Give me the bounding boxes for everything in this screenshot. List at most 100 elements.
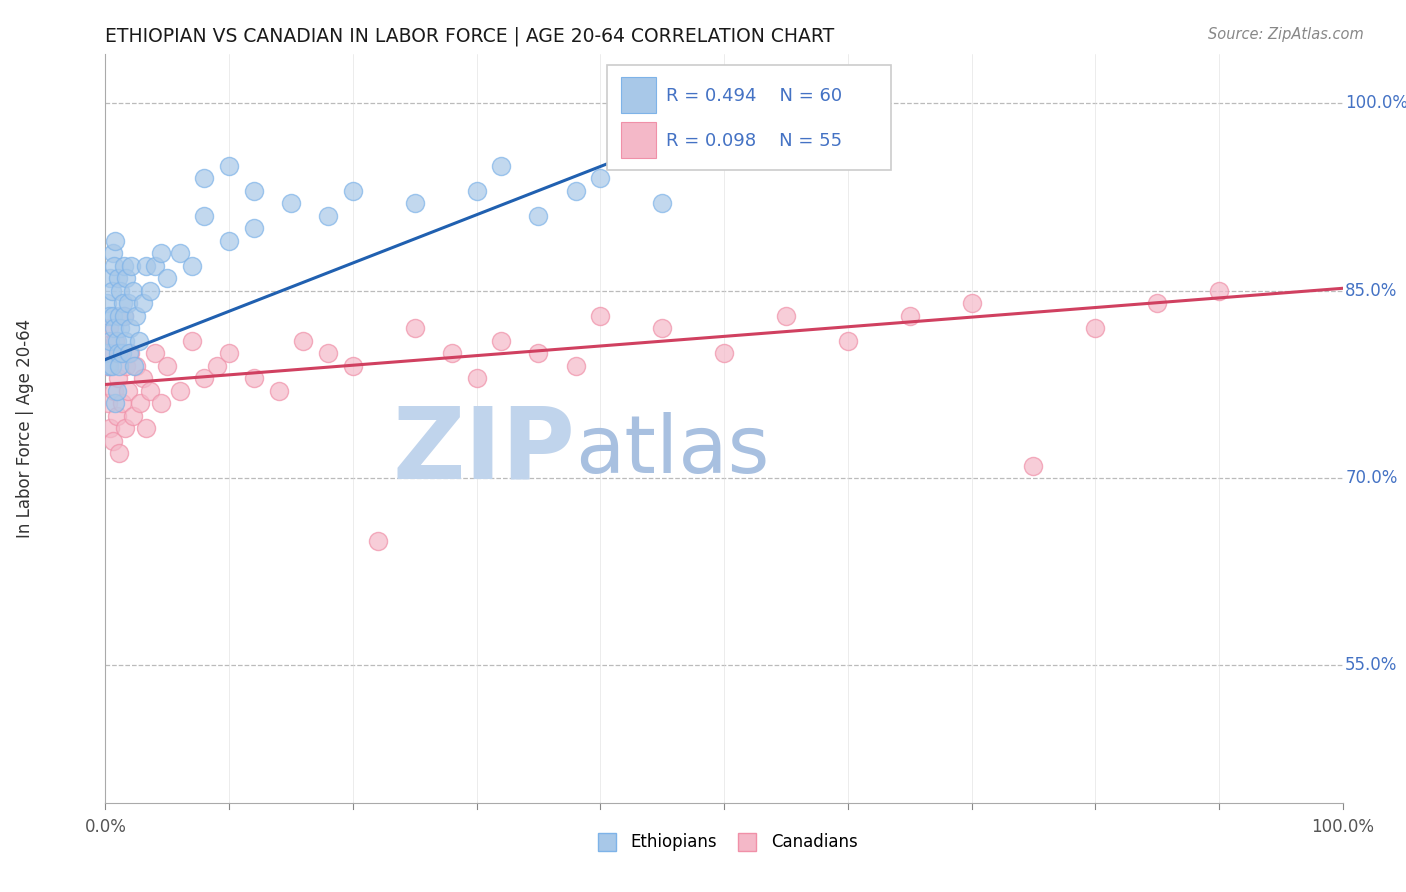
Point: [103, 259, 125, 273]
Point: [105, 334, 128, 348]
Text: Source: ZipAtlas.com: Source: ZipAtlas.com: [1208, 27, 1364, 42]
Point: [491, 159, 513, 173]
Point: [243, 221, 266, 235]
Point: [404, 196, 426, 211]
Point: [121, 284, 143, 298]
Text: 100.0%: 100.0%: [1312, 818, 1374, 836]
Point: [122, 359, 145, 373]
Text: 0.0%: 0.0%: [84, 818, 127, 836]
Point: [100, 346, 122, 360]
Point: [156, 271, 179, 285]
Point: [107, 271, 129, 285]
Point: [139, 284, 162, 298]
Point: [131, 296, 153, 310]
Point: [108, 309, 131, 323]
FancyBboxPatch shape: [606, 65, 891, 169]
Point: [491, 334, 513, 348]
Text: R = 0.098    N = 55: R = 0.098 N = 55: [666, 132, 842, 150]
Point: [193, 171, 215, 186]
Point: [589, 309, 612, 323]
Point: [105, 409, 128, 423]
Point: [404, 321, 426, 335]
Point: [111, 296, 134, 310]
Point: [342, 184, 364, 198]
Point: [135, 259, 157, 273]
Point: [169, 384, 191, 398]
Point: [97, 396, 120, 410]
Text: In Labor Force | Age 20-64: In Labor Force | Age 20-64: [15, 318, 34, 538]
Text: ZIP: ZIP: [392, 402, 575, 500]
Point: [110, 284, 132, 298]
Point: [114, 421, 136, 435]
Point: [135, 421, 157, 435]
Point: [713, 346, 735, 360]
Point: [98, 309, 121, 323]
Text: 100.0%: 100.0%: [1346, 95, 1406, 112]
Point: [101, 434, 124, 448]
Point: [193, 371, 215, 385]
Point: [110, 396, 132, 410]
Point: [112, 259, 135, 273]
Point: [292, 334, 315, 348]
Text: 55.0%: 55.0%: [1346, 657, 1398, 674]
Point: [108, 359, 131, 373]
Point: [564, 184, 586, 198]
Point: [104, 234, 127, 248]
Point: [1208, 284, 1230, 298]
Point: [367, 533, 389, 548]
Point: [243, 184, 266, 198]
Point: [1084, 321, 1107, 335]
Point: [205, 359, 228, 373]
Bar: [621, 122, 657, 159]
Point: [143, 259, 166, 273]
Point: [100, 334, 122, 348]
Point: [316, 346, 339, 360]
Text: R = 0.494    N = 60: R = 0.494 N = 60: [666, 87, 842, 105]
Point: [125, 309, 148, 323]
Point: [107, 346, 129, 360]
Point: [110, 321, 132, 335]
Point: [651, 196, 673, 211]
Point: [243, 371, 266, 385]
Point: [115, 271, 138, 285]
Point: [115, 359, 138, 373]
Point: [117, 296, 139, 310]
Point: [96, 296, 118, 310]
Point: [103, 321, 125, 335]
Point: [139, 384, 162, 398]
Point: [651, 321, 673, 335]
Point: [143, 346, 166, 360]
Point: [193, 209, 215, 223]
Point: [100, 271, 122, 285]
Point: [97, 346, 120, 360]
Point: [100, 421, 122, 435]
Point: [110, 346, 132, 360]
Point: [100, 359, 122, 373]
Text: 85.0%: 85.0%: [1346, 282, 1398, 300]
Point: [564, 359, 586, 373]
Point: [104, 334, 127, 348]
Point: [837, 334, 859, 348]
Point: [150, 396, 173, 410]
Point: [108, 446, 131, 460]
Point: [150, 246, 173, 260]
Point: [316, 209, 339, 223]
Point: [898, 309, 921, 323]
Point: [156, 359, 179, 373]
Point: [110, 346, 132, 360]
Point: [131, 371, 153, 385]
Point: [114, 334, 136, 348]
Point: [342, 359, 364, 373]
Point: [218, 234, 240, 248]
Point: [218, 346, 240, 360]
Point: [527, 209, 550, 223]
Point: [96, 359, 118, 373]
Point: [98, 359, 121, 373]
Point: [117, 384, 139, 398]
Point: [103, 384, 125, 398]
Point: [125, 359, 148, 373]
Text: atlas: atlas: [575, 411, 770, 490]
Legend: Ethiopians, Canadians: Ethiopians, Canadians: [583, 827, 865, 858]
Point: [181, 259, 204, 273]
Point: [169, 246, 191, 260]
